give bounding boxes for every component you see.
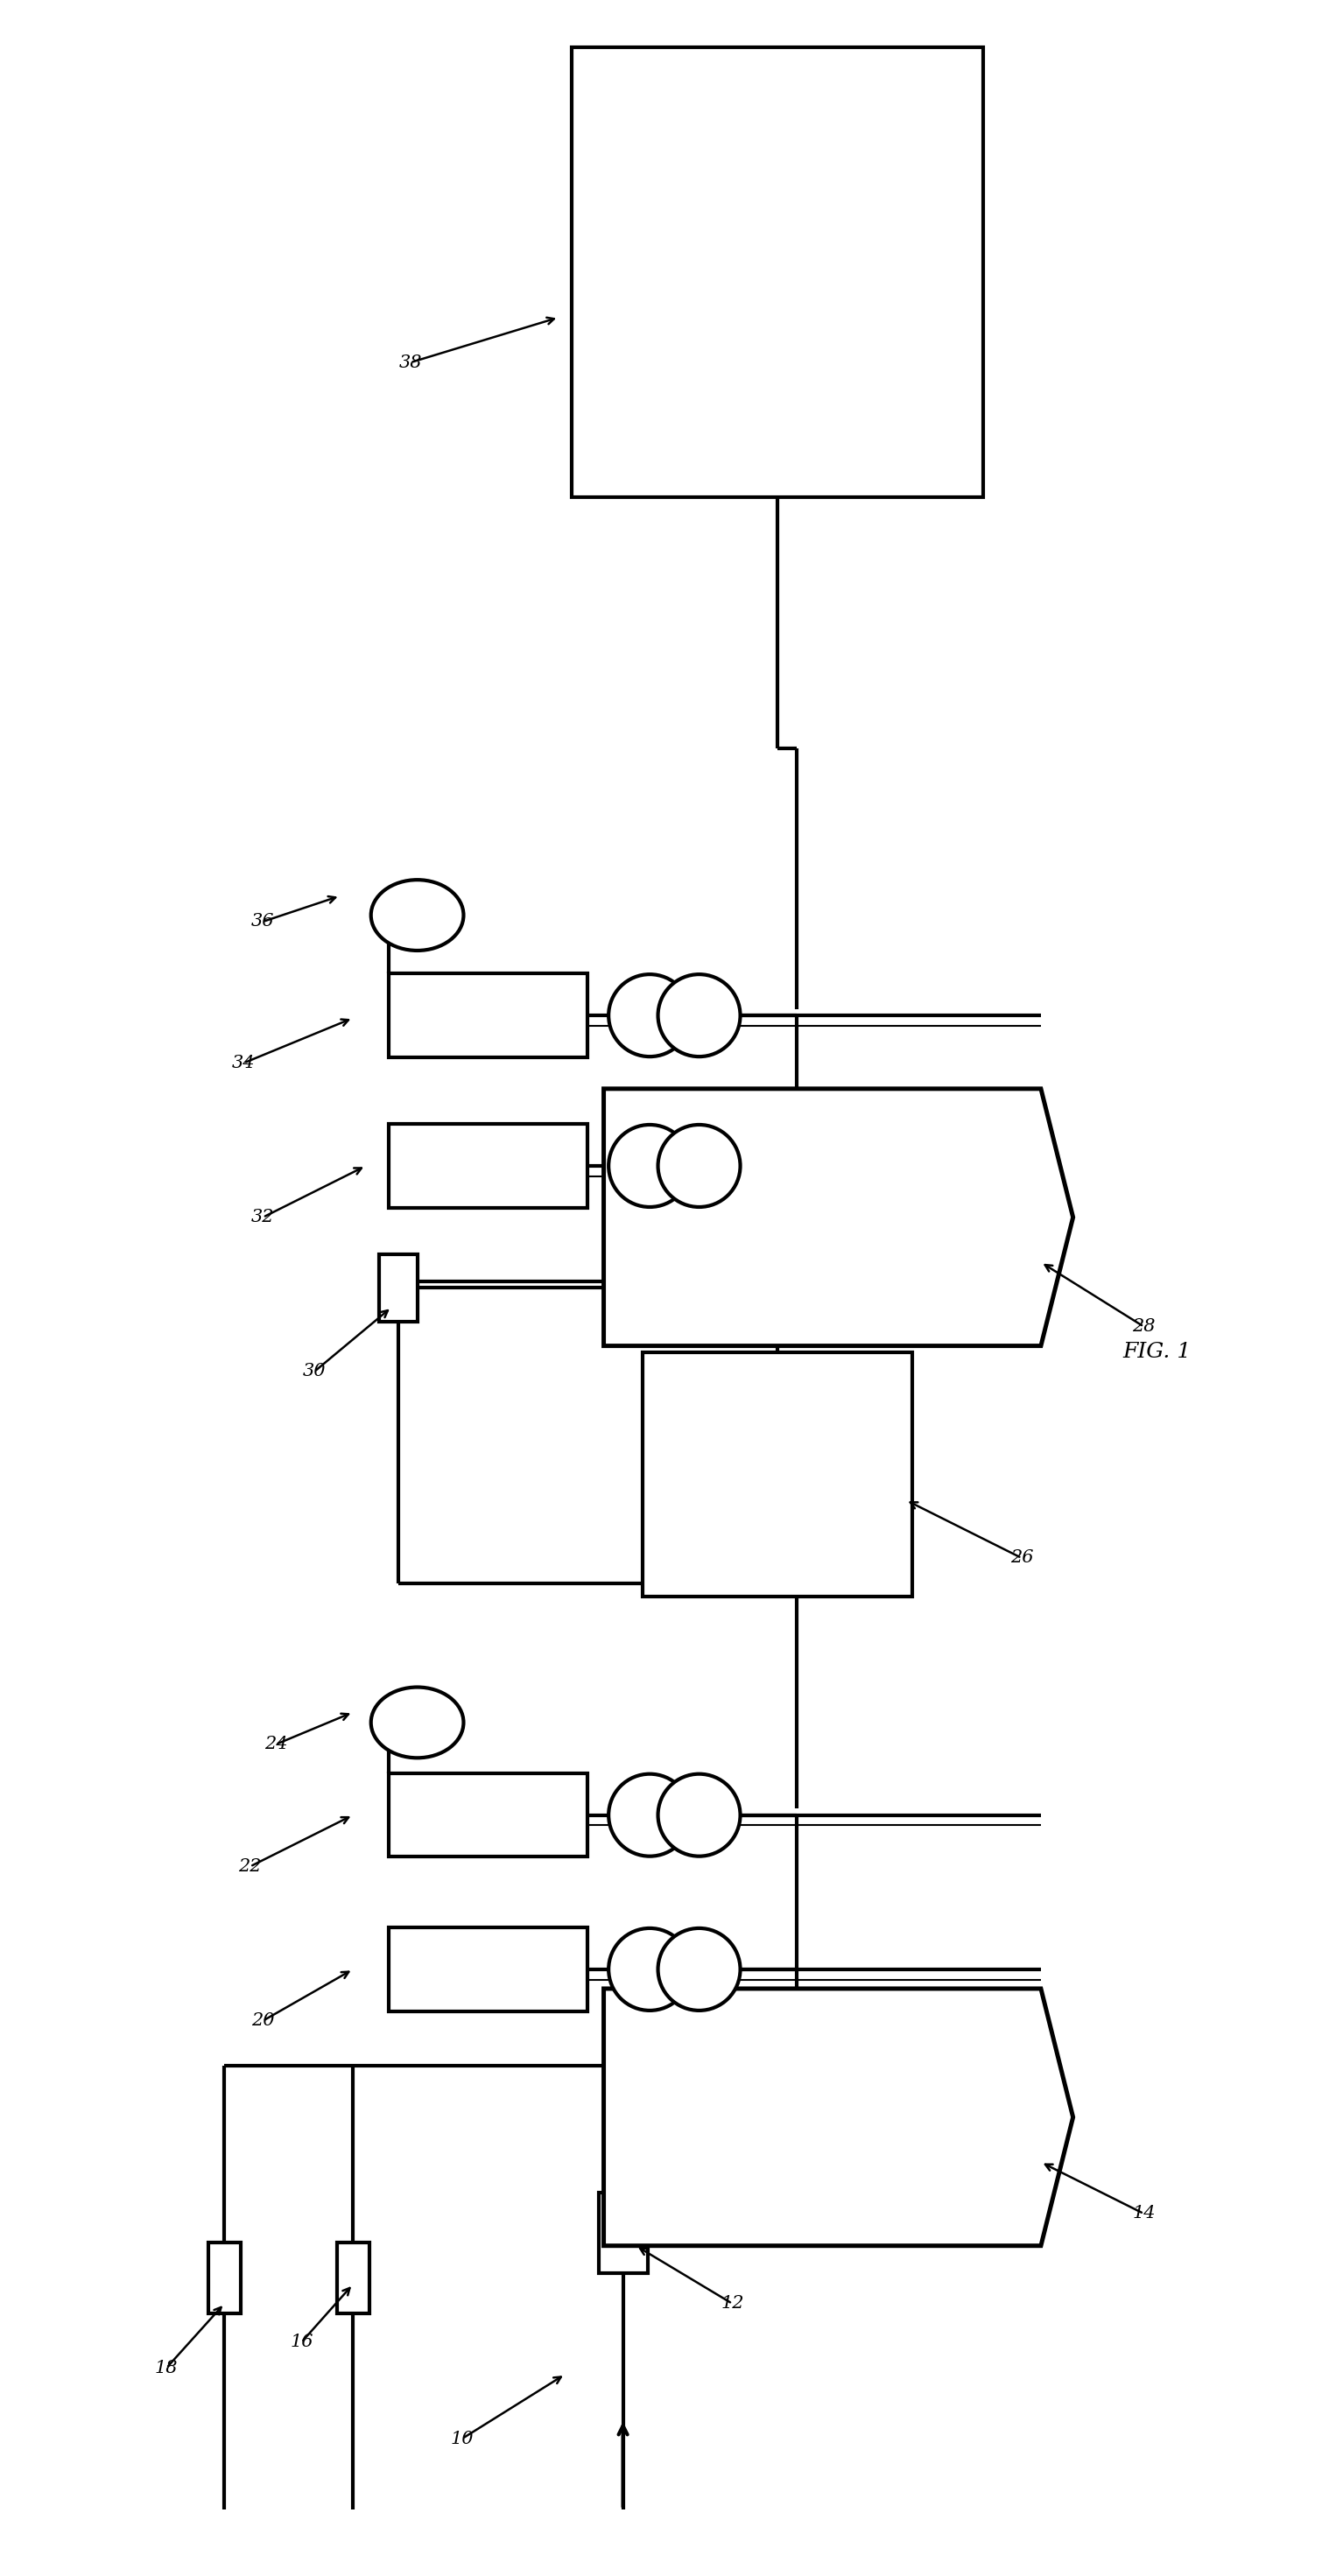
Ellipse shape xyxy=(371,1687,464,1757)
Bar xyxy=(572,46,983,497)
Circle shape xyxy=(609,974,691,1056)
Polygon shape xyxy=(604,1989,1073,2246)
Bar xyxy=(208,2244,240,2313)
Bar xyxy=(389,1123,588,1208)
Text: 34: 34 xyxy=(232,1054,255,1072)
Text: 14: 14 xyxy=(1132,2205,1156,2223)
Text: 22: 22 xyxy=(239,1857,262,1875)
Text: FIG. 1: FIG. 1 xyxy=(1122,1342,1190,1363)
Circle shape xyxy=(609,1929,691,2009)
Text: 36: 36 xyxy=(251,914,275,930)
Circle shape xyxy=(657,1929,740,2009)
Text: 18: 18 xyxy=(155,2360,178,2375)
Circle shape xyxy=(657,974,740,1056)
Bar xyxy=(389,974,588,1056)
Ellipse shape xyxy=(371,881,464,951)
Circle shape xyxy=(609,1775,691,1857)
Text: 24: 24 xyxy=(265,1736,287,1752)
Circle shape xyxy=(657,1126,740,1208)
Text: 30: 30 xyxy=(303,1363,326,1381)
Bar xyxy=(389,1927,588,2012)
Text: 38: 38 xyxy=(399,353,422,371)
Bar xyxy=(378,1255,417,1321)
Bar xyxy=(643,1352,912,1597)
Text: 20: 20 xyxy=(251,2012,275,2030)
Bar xyxy=(337,2244,369,2313)
Polygon shape xyxy=(604,1090,1073,1345)
Text: 26: 26 xyxy=(1010,1551,1033,1566)
Text: 16: 16 xyxy=(290,2334,313,2349)
Circle shape xyxy=(609,1126,691,1208)
Bar xyxy=(389,1772,588,1857)
Circle shape xyxy=(657,1775,740,1857)
Text: 10: 10 xyxy=(450,2429,474,2447)
Text: 12: 12 xyxy=(720,2295,744,2311)
Bar xyxy=(599,2192,648,2272)
Text: 32: 32 xyxy=(251,1208,275,1226)
Text: 28: 28 xyxy=(1132,1319,1156,1334)
